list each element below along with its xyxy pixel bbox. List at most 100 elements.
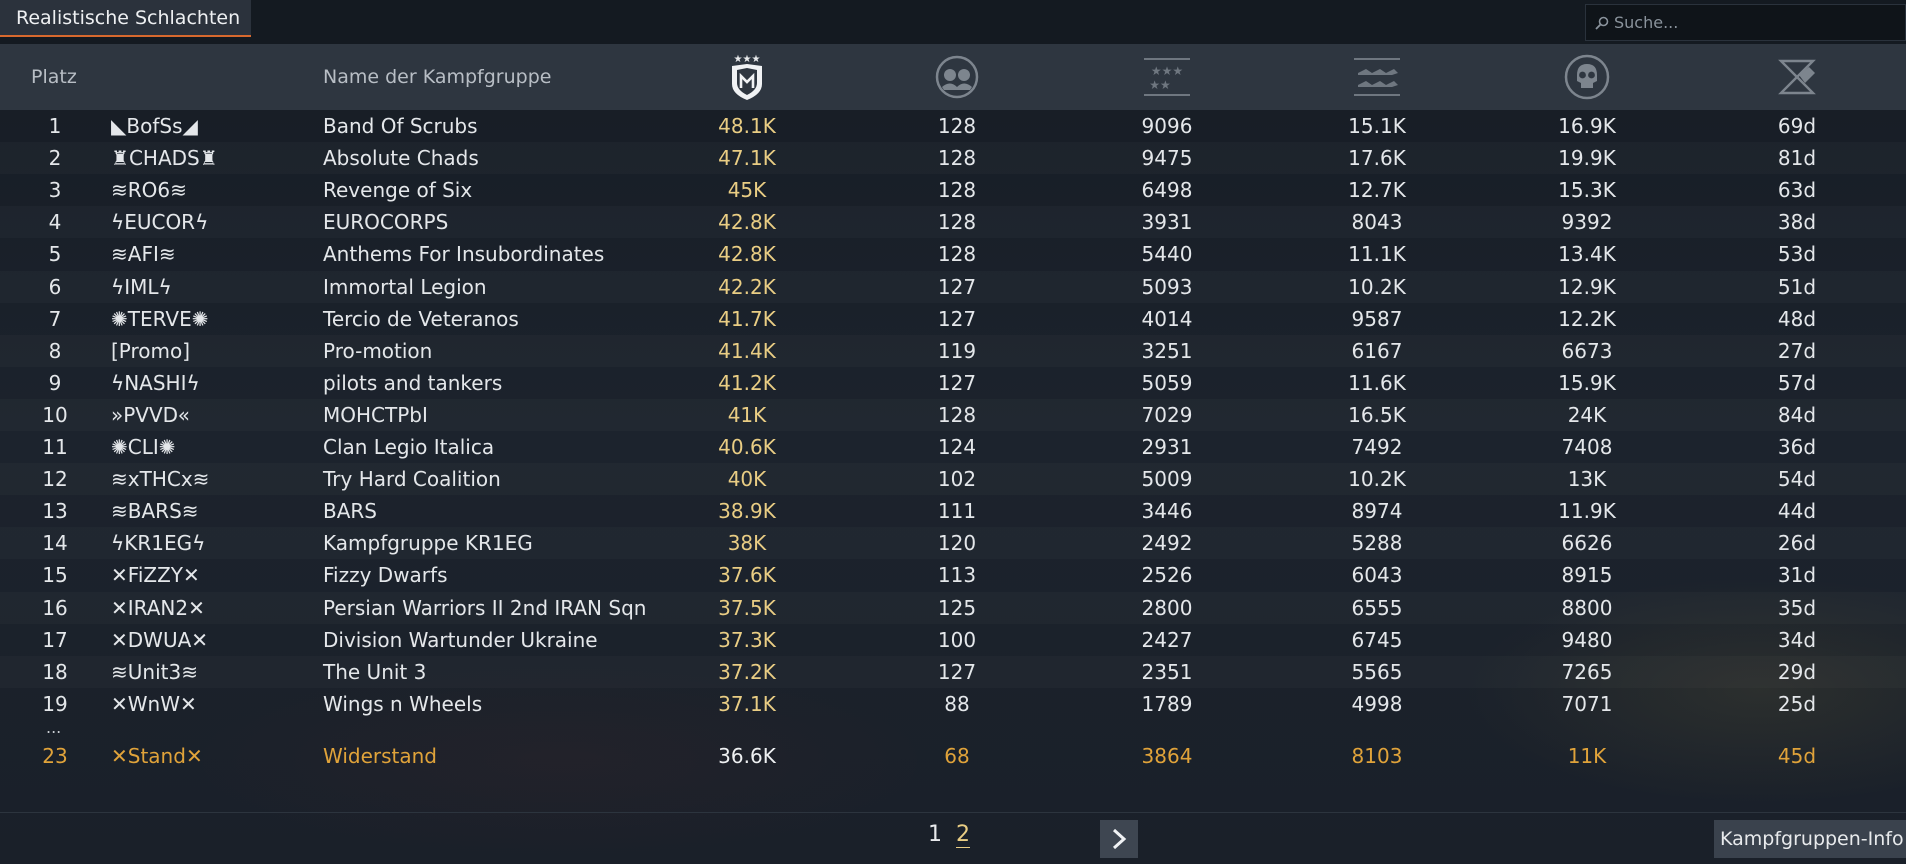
- cell-name: Band Of Scrubs: [323, 114, 478, 138]
- cell-players: 119: [937, 338, 977, 363]
- table-row[interactable]: 4 ϟEUCORϟ EUROCORPS 42.8K 128 3931 8043 9392 38d: [0, 206, 1906, 238]
- cell-ground-kills: 8915: [1561, 563, 1613, 588]
- days-icon[interactable]: [1772, 52, 1822, 102]
- clan-emblem-icon: ◣: [111, 114, 127, 138]
- table-row[interactable]: 2 ♜CHADS♜ Absolute Chads 47.1K 128 9475 17.6K 1…: [0, 142, 1906, 174]
- cell-tag: ✕DWUA✕: [111, 627, 209, 652]
- ground-kills-icon[interactable]: [1562, 52, 1612, 102]
- table-row[interactable]: 16 ✕IRAN2✕ Persian Warriors II 2nd IRAN Sq…: [0, 592, 1906, 624]
- cell-ground-kills: 7071: [1561, 691, 1613, 716]
- table-row[interactable]: 5 ≋AFI≋ Anthems For Insubordinates 42.8K 128…: [0, 238, 1906, 270]
- clan-emblem-icon: ✕: [111, 563, 128, 588]
- cell-tag: ✕FiZZY✕: [111, 563, 200, 588]
- clan-emblem-icon: ≋: [111, 499, 128, 524]
- table-row[interactable]: 11 ✺CLI✺ Clan Legio Italica 40.6K 124 2931 749…: [0, 431, 1906, 463]
- table-row[interactable]: 7 ✺TERVE✺ Tercio de Veteranos 41.7K 127 4014 9…: [0, 303, 1906, 335]
- cell-ground-kills: 12.2K: [1558, 306, 1616, 331]
- cell-players: 111: [937, 499, 977, 524]
- cell-activity: 2931: [1141, 435, 1193, 459]
- cell-name: Absolute Chads: [323, 146, 479, 171]
- cell-players: 128: [937, 114, 977, 138]
- cell-rating: 36.6K: [718, 744, 776, 768]
- cell-ground-kills: 12.9K: [1558, 274, 1616, 299]
- cell-air-kills: 10.2K: [1348, 467, 1406, 492]
- cell-name: MOHCTPbI: [323, 402, 428, 427]
- cell-air-kills: 6555: [1351, 595, 1403, 620]
- footer-divider: [0, 812, 1906, 813]
- tab-realistic-battles[interactable]: Realistische Schlachten: [0, 0, 251, 37]
- table-row[interactable]: 9 ϟNASHIϟ pilots and tankers 41.2K 127 5059 11…: [0, 367, 1906, 399]
- own-clan-row[interactable]: 23 ✕Stand✕ Widerstand 36.6K 68 3864 8103…: [0, 740, 1906, 772]
- cell-air-kills: 5565: [1351, 659, 1403, 684]
- cell-ground-kills: 6626: [1561, 531, 1613, 556]
- cell-activity: 9096: [1141, 114, 1193, 138]
- cell-rank: 4: [48, 210, 62, 235]
- cell-players: 102: [937, 467, 977, 492]
- search-box[interactable]: [1585, 4, 1906, 41]
- clan-emblem-icon: ϟ: [111, 370, 125, 395]
- search-input[interactable]: [1614, 13, 1894, 32]
- table-row[interactable]: 3 ≋RO6≋ Revenge of Six 45K 128 6498 12.7K 15.3K…: [0, 174, 1906, 206]
- clan-info-button[interactable]: Kampfgruppen-Info: [1714, 820, 1906, 858]
- table-row[interactable]: 8 [Promo] Pro-motion 41.4K 119 3251 6167 6673 27…: [0, 335, 1906, 367]
- cell-ground-kills: 7265: [1561, 659, 1613, 684]
- cell-name: Tercio de Veteranos: [323, 306, 519, 331]
- table-row[interactable]: 1 ◣BofSs◢ Band Of Scrubs 48.1K 128 9096 15.1K 1…: [0, 110, 1906, 142]
- cell-rating: 41K: [727, 402, 767, 427]
- cell-activity: 3864: [1141, 744, 1193, 768]
- table-row[interactable]: 10 »PVVD« MOHCTPbI 41K 128 7029 16.5K 24K 84d: [0, 399, 1906, 431]
- table-row[interactable]: 6 ϟIMLϟ Immortal Legion 42.2K 127 5093 10.2K 12…: [0, 271, 1906, 303]
- cell-days: 36d: [1777, 435, 1817, 459]
- cell-days: 35d: [1777, 595, 1817, 620]
- cell-name: pilots and tankers: [323, 370, 503, 395]
- page-1-link[interactable]: 1: [928, 822, 942, 847]
- cell-players: 120: [937, 531, 977, 556]
- cell-name: Revenge of Six: [323, 178, 473, 203]
- cell-activity: 3251: [1141, 338, 1193, 363]
- cell-ground-kills: 6673: [1561, 338, 1613, 363]
- cell-air-kills: 6043: [1351, 563, 1403, 588]
- cell-rank: 18: [42, 659, 68, 684]
- table-row[interactable]: 14 ϟKR1EGϟ Kampfgruppe KR1EG 38K 120 2492 5288…: [0, 527, 1906, 559]
- next-page-button[interactable]: [1100, 820, 1138, 858]
- clan-emblem-icon: ≋: [111, 242, 128, 267]
- cell-players: 128: [937, 242, 977, 267]
- activity-icon[interactable]: ★★★ ★★: [1142, 52, 1192, 102]
- column-name[interactable]: Name der Kampfgruppe: [323, 66, 552, 88]
- cell-name: Immortal Legion: [323, 274, 487, 299]
- clan-emblem-icon: ✺: [111, 435, 128, 459]
- table-row[interactable]: 19 ✕WnW✕ Wings n Wheels 37.1K 88 1789 4998 7071…: [0, 688, 1906, 720]
- cell-air-kills: 8974: [1351, 499, 1403, 524]
- cell-tag: ≋BARS≋: [111, 499, 199, 524]
- cell-days: 45d: [1777, 744, 1817, 768]
- cell-air-kills: 8043: [1351, 210, 1403, 235]
- players-icon[interactable]: [932, 52, 982, 102]
- cell-rank: 11: [42, 435, 68, 459]
- swords-icon: ✕: [185, 744, 203, 768]
- cell-days: 54d: [1777, 467, 1817, 492]
- cell-air-kills: 12.7K: [1348, 178, 1406, 203]
- page-2-link[interactable]: 2: [956, 822, 970, 848]
- cell-air-kills: 5288: [1351, 531, 1403, 556]
- cell-tag: ≋xTHCx≋: [111, 467, 210, 492]
- clan-emblem-icon: ✺: [191, 306, 209, 331]
- clan-emblem-icon: ♜: [111, 146, 129, 171]
- air-kills-icon[interactable]: [1352, 52, 1402, 102]
- table-row[interactable]: 13 ≋BARS≋ BARS 38.9K 111 3446 8974 11.9K 44d: [0, 495, 1906, 527]
- clan-emblem-icon: ✕: [180, 691, 197, 716]
- cell-players: 88: [944, 691, 970, 716]
- cell-rank: 15: [42, 563, 68, 588]
- table-row[interactable]: 17 ✕DWUA✕ Division Wartunder Ukraine 37.3K 1…: [0, 624, 1906, 656]
- table-row[interactable]: 18 ≋Unit3≋ The Unit 3 37.2K 127 2351 5565 7265 2…: [0, 656, 1906, 688]
- clan-emblem-icon: ϟ: [111, 210, 125, 235]
- cell-tag: ✕WnW✕: [111, 691, 197, 716]
- svg-text:★★★: ★★★: [734, 54, 761, 65]
- table-row[interactable]: 15 ✕FiZZY✕ Fizzy Dwarfs 37.6K 113 2526 6043 891…: [0, 559, 1906, 591]
- table-row[interactable]: 12 ≋xTHCx≋ Try Hard Coalition 40K 102 5009 10.…: [0, 463, 1906, 495]
- clan-emblem-icon: ✺: [158, 435, 176, 459]
- cell-days: 26d: [1777, 531, 1817, 556]
- rating-icon[interactable]: ★★★: [722, 52, 772, 102]
- column-rank[interactable]: Platz: [31, 66, 77, 88]
- cell-name: Division Wartunder Ukraine: [323, 627, 598, 652]
- cell-activity: 3931: [1141, 210, 1193, 235]
